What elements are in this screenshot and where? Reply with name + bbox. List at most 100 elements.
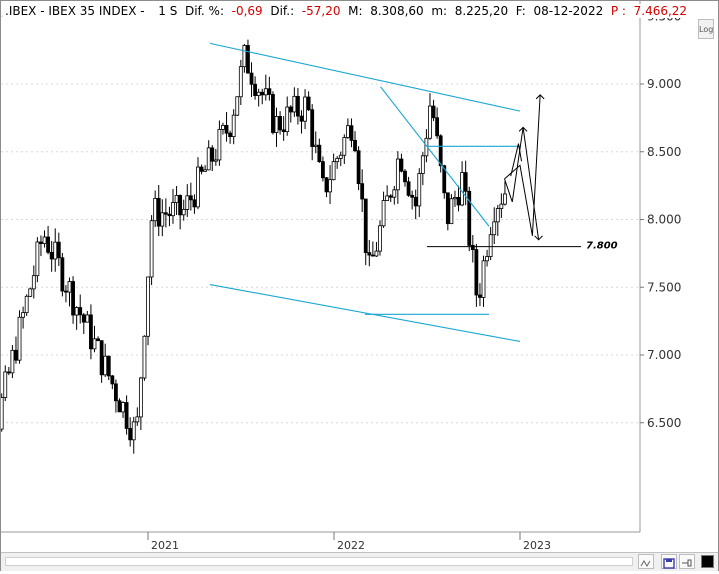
candle-body xyxy=(10,349,15,374)
candle-body xyxy=(485,256,489,262)
candle-body xyxy=(442,165,447,194)
candle-body xyxy=(56,241,61,259)
pattern-icon[interactable] xyxy=(638,554,654,569)
candle-body xyxy=(299,115,304,122)
projection-path-up xyxy=(504,94,541,236)
candle-body xyxy=(249,72,254,85)
candle-body xyxy=(24,295,29,314)
candle-body xyxy=(335,158,340,163)
candle-body xyxy=(445,192,450,225)
candle-body xyxy=(456,197,461,206)
max-label: M: xyxy=(348,4,363,18)
candle-body xyxy=(35,241,40,277)
candle-body xyxy=(174,195,179,204)
candle-body xyxy=(385,195,390,201)
x-tick-label: 2023 xyxy=(523,539,551,552)
candle-body xyxy=(89,314,93,350)
arrowhead-down xyxy=(534,235,543,241)
candle-body xyxy=(128,428,133,441)
candle-body xyxy=(99,340,104,376)
candle-body xyxy=(131,421,136,441)
candle-body xyxy=(463,172,468,192)
candle-body xyxy=(449,198,454,225)
candle-body xyxy=(296,95,300,117)
falling-trend-line xyxy=(380,86,490,227)
candle-body xyxy=(306,96,311,111)
candle-body xyxy=(453,197,457,200)
candle-body xyxy=(203,169,208,172)
candle-body xyxy=(224,124,229,134)
x-tick-label: 2021 xyxy=(151,539,179,552)
candle-body xyxy=(324,177,329,193)
candle-body xyxy=(64,290,68,293)
candle-body xyxy=(71,281,75,316)
candle-body xyxy=(156,198,161,227)
price-chart[interactable]: 9.5009.0008.5008.0007.5007.0006.50020212… xyxy=(1,1,718,552)
candle-body xyxy=(313,144,318,147)
upper-channel-line xyxy=(209,42,521,112)
candle-body xyxy=(328,179,332,193)
support-7800-label: 7.800 xyxy=(586,241,618,252)
candle-body xyxy=(46,236,50,253)
min-value: 8.225,20 xyxy=(454,4,509,18)
candle-body xyxy=(138,377,143,418)
log-scale-button[interactable]: Log xyxy=(698,19,714,39)
candle-body xyxy=(381,200,386,227)
candle-body xyxy=(388,195,393,198)
candle-body xyxy=(142,335,147,379)
candle-body xyxy=(288,106,293,113)
candle-body xyxy=(135,416,140,423)
candle-body xyxy=(124,402,129,429)
y-tick-label: 8.000 xyxy=(647,213,681,227)
candle-body xyxy=(488,234,493,257)
candle-body xyxy=(160,212,165,227)
candle-body xyxy=(274,116,279,133)
date-label: F: xyxy=(515,4,526,18)
candle-body xyxy=(67,281,72,293)
save-icon[interactable] xyxy=(661,554,677,569)
candle-body xyxy=(256,91,261,96)
candle-body xyxy=(317,144,322,163)
candle-body xyxy=(478,294,482,298)
candle-body xyxy=(39,241,43,244)
candle-body xyxy=(231,114,236,137)
candle-body xyxy=(378,225,382,252)
price-value: 7.466,22 xyxy=(633,4,688,18)
candle-body xyxy=(403,170,407,183)
color-swatch-icon[interactable] xyxy=(701,555,714,568)
candle-body xyxy=(196,166,200,208)
candle-body xyxy=(228,132,233,137)
candle-body xyxy=(217,129,222,161)
candle-body xyxy=(492,221,497,236)
candle-body xyxy=(292,95,297,113)
candle-body xyxy=(374,250,379,257)
y-tick-label: 9.000 xyxy=(647,77,681,91)
pin-icon[interactable] xyxy=(679,554,695,569)
candle-body xyxy=(149,220,154,278)
candle-body xyxy=(92,338,97,350)
candle-body xyxy=(106,355,111,377)
candle-body xyxy=(185,195,190,210)
candle-body xyxy=(31,275,36,290)
interval: 1 S xyxy=(158,4,178,18)
dif-pct-value: -0,69 xyxy=(231,4,263,18)
candle-body xyxy=(117,400,122,413)
candle-body xyxy=(49,251,54,260)
candle-body xyxy=(263,88,268,96)
candle-body xyxy=(178,195,183,216)
candle-body xyxy=(338,154,343,159)
dif-label: Dif.: xyxy=(270,4,295,18)
candle-body xyxy=(438,135,443,167)
lower-channel-line xyxy=(209,283,521,342)
candle-body xyxy=(435,117,440,137)
candle-body xyxy=(353,139,357,152)
candle-body xyxy=(503,193,507,205)
horizontal-scrollbar[interactable] xyxy=(5,557,633,566)
candle-body xyxy=(310,109,315,147)
projection-dash xyxy=(510,143,523,177)
candle-body xyxy=(235,96,240,116)
candle-body xyxy=(303,96,307,122)
date-value: 08-12-2022 xyxy=(533,4,604,18)
candle-body xyxy=(413,196,418,207)
